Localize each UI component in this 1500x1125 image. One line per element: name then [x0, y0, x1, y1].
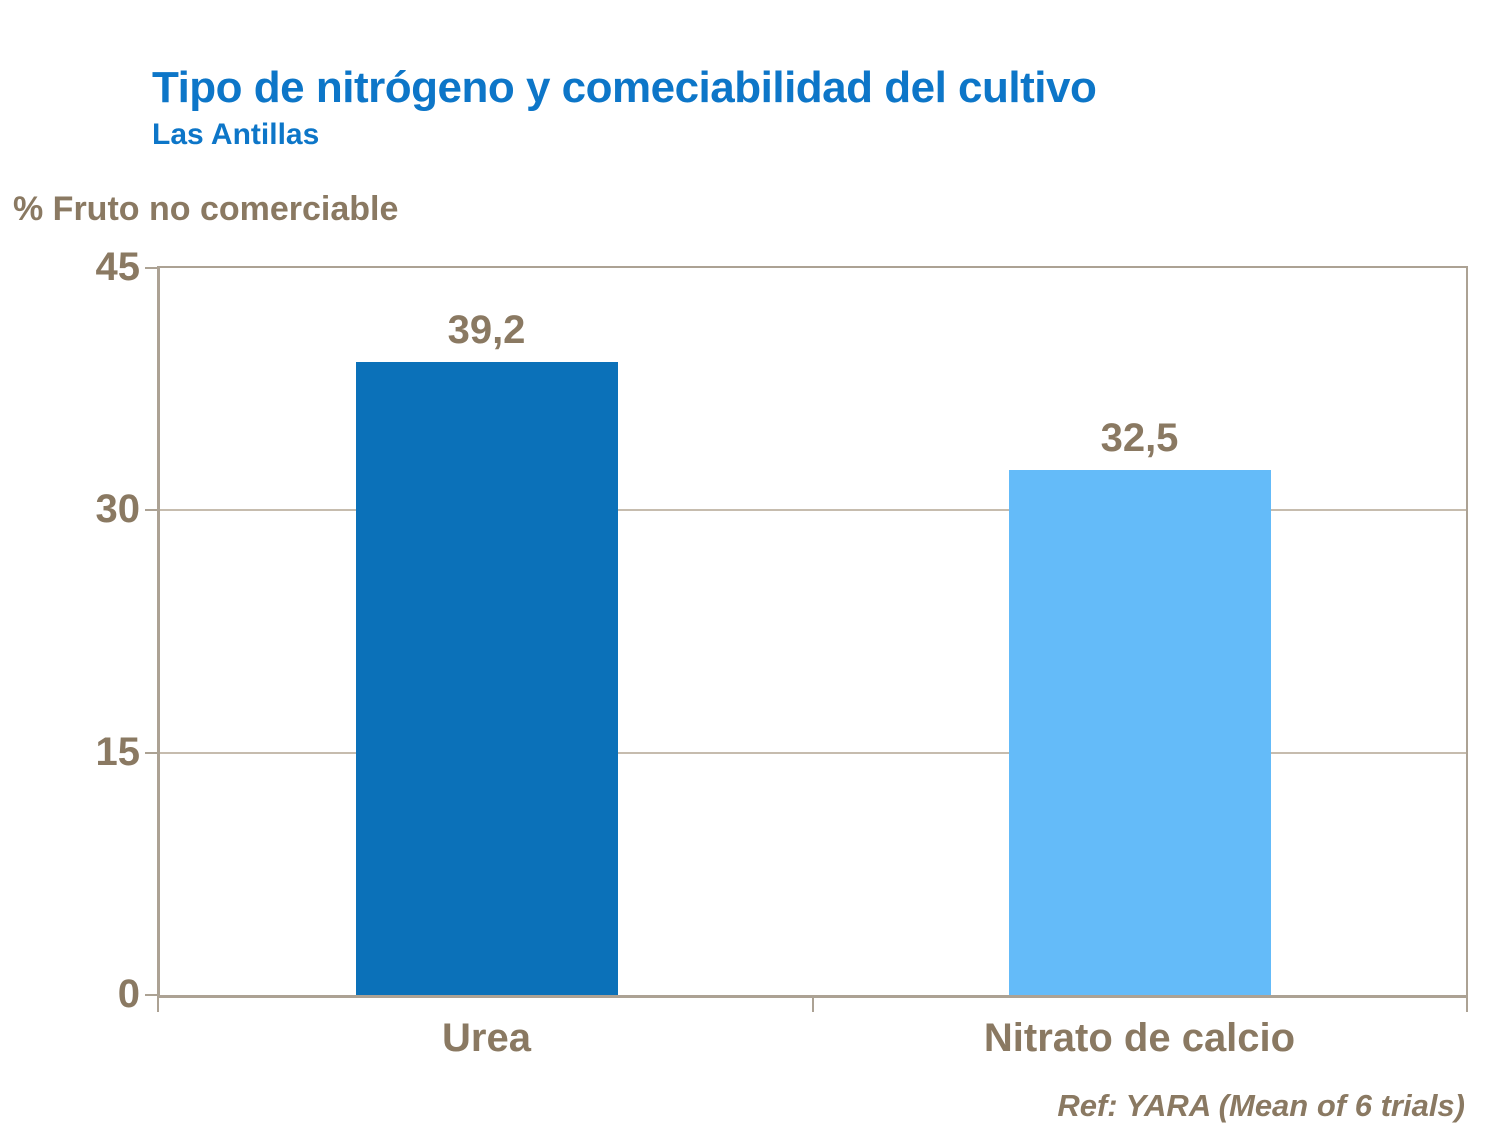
category-label-nitrato-de-calcio: Nitrato de calcio: [983, 1016, 1296, 1060]
category-label-urea: Urea: [442, 1016, 531, 1060]
bar-value-label-nitrato-de-calcio: 32,5: [1100, 415, 1179, 460]
y-tick-label-45: 45: [95, 245, 141, 290]
plot-area: 39,2 32,5: [157, 266, 1468, 998]
y-tick-mark-30: [145, 509, 158, 512]
bar-value-label-urea: 39,2: [447, 307, 526, 352]
y-tick-mark-0: [145, 994, 158, 996]
x-tick-mark-2: [1466, 998, 1468, 1012]
y-tick-label-0: 0: [117, 972, 140, 1017]
gridline-15: [160, 751, 1466, 754]
chart-subtitle: Las Antillas: [152, 118, 320, 151]
x-tick-mark-1: [812, 998, 814, 1012]
x-tick-mark-0: [157, 998, 159, 1012]
y-axis-title: % Fruto no comerciable: [13, 190, 399, 228]
y-tick-label-15: 15: [95, 729, 141, 774]
y-tick-mark-45: [145, 267, 158, 269]
y-tick-mark-15: [145, 751, 158, 754]
bar-nitrato-de-calcio: [1008, 469, 1271, 995]
gridline-30: [160, 509, 1466, 512]
reference-note: Ref: YARA (Mean of 6 trials): [1057, 1088, 1465, 1123]
bar-urea: [355, 361, 618, 995]
y-tick-label-30: 30: [95, 487, 141, 532]
chart-title: Tipo de nitrógeno y comeciabilidad del c…: [152, 63, 1097, 112]
